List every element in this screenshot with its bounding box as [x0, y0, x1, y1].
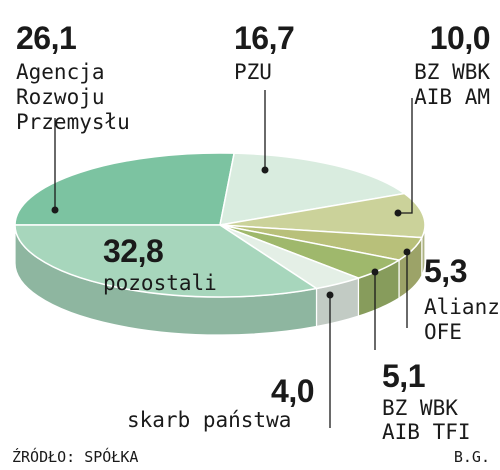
leader-dot	[51, 206, 59, 214]
data-label-value: 32,8	[103, 233, 164, 269]
slice-label-bzwbk-tfi: 5,1 BZ WBK AIB TFI	[382, 360, 471, 444]
data-label-value: 16,7	[234, 20, 295, 56]
slice-label-skarb-name: skarb państwa	[127, 408, 291, 433]
data-label-name: BZ WBK AIB AM	[414, 60, 490, 109]
data-label-name: pozostali	[103, 271, 217, 295]
pie-slice	[14, 152, 236, 226]
leader-dot	[403, 248, 411, 256]
data-label-name: PZU	[234, 60, 272, 84]
data-label-value: 26,1	[16, 20, 77, 56]
source-note: ŹRÓDŁO: SPÓŁKA	[12, 448, 139, 466]
pie-slice	[14, 224, 319, 298]
leader-dot	[261, 166, 269, 174]
slice-label-pozostali: 32,8 pozostali	[103, 235, 217, 296]
data-label-name: skarb państwa	[127, 408, 292, 432]
slice-label-arp: 26,1 Agencja Rozwoju Przemysłu	[16, 22, 130, 135]
leader-lines	[51, 90, 413, 428]
slice-label-bzwbk-am: 10,0 BZ WBK AIB AM	[414, 22, 490, 110]
data-label-value: 10,0	[429, 20, 491, 56]
data-label-name: BZ WBK AIB TFI	[382, 396, 471, 444]
data-label-name: Agencja Rozwoju Przemysłu	[16, 60, 130, 134]
data-label-value: 5,1	[382, 358, 425, 394]
slice-label-skarb: 4,0	[271, 375, 314, 407]
data-label-value: 5,3	[424, 253, 467, 289]
author-credit: B.G.	[453, 448, 490, 466]
pie-sides	[14, 224, 426, 336]
slice-label-alianz: 5,3 Alianz OFE	[424, 255, 500, 345]
slice-label-pzu: 16,7 PZU	[234, 20, 295, 85]
data-label-value: 4,0	[271, 373, 314, 409]
leader-dot	[394, 209, 402, 217]
leader-dot	[371, 268, 379, 276]
pie-top	[14, 152, 426, 298]
data-label-name: Alianz OFE	[424, 295, 500, 344]
leader-line	[398, 98, 413, 214]
pie-slice	[219, 192, 426, 239]
leader-dot	[326, 291, 334, 299]
